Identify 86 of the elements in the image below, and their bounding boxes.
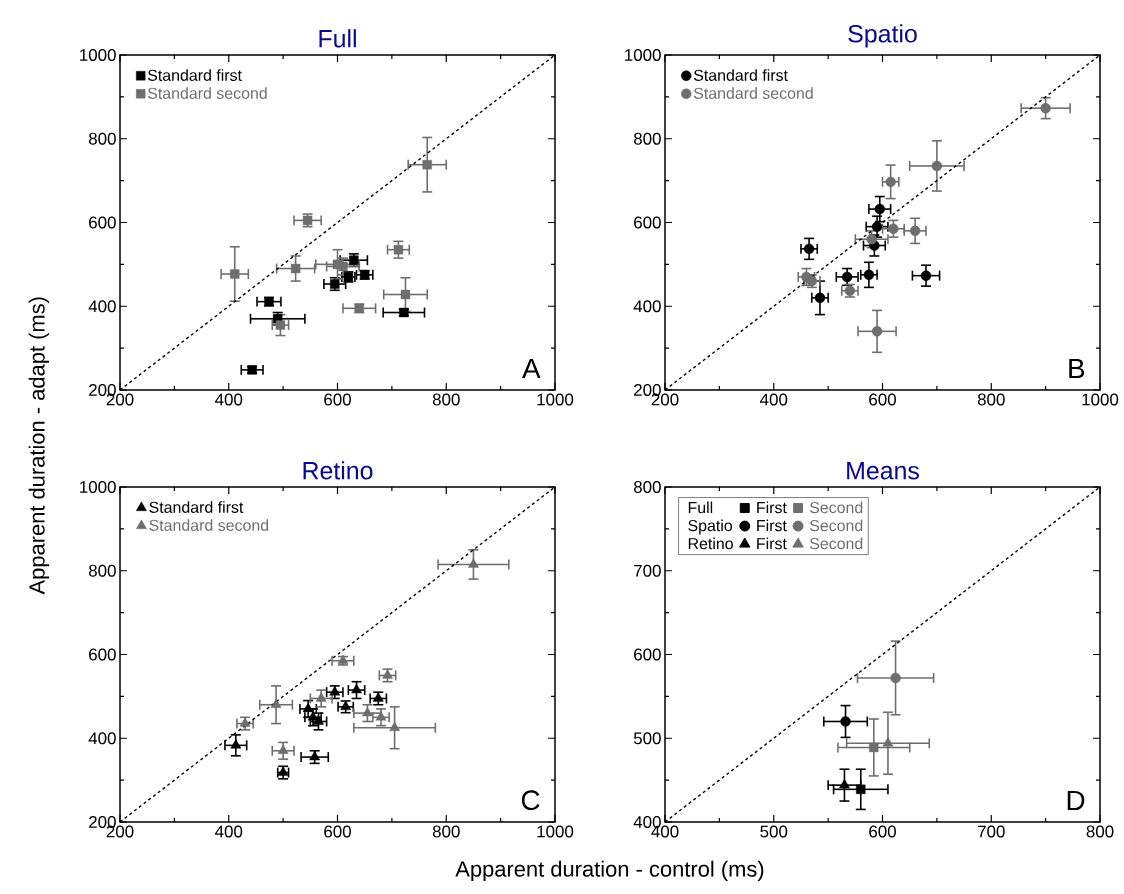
legend-label: Standard second: [147, 87, 267, 99]
legend-label: Standard first: [693, 69, 788, 81]
y-tick-label: 700: [634, 564, 661, 577]
point: [890, 672, 901, 684]
x-tick-label: 400: [215, 393, 243, 406]
point: [393, 245, 404, 255]
point: [270, 698, 282, 708]
point: [885, 176, 896, 188]
y-tick-label: 500: [633, 732, 661, 745]
point: [400, 289, 411, 300]
point: [275, 320, 286, 330]
point: [422, 160, 432, 170]
legend-label: First: [757, 537, 787, 550]
point: [856, 784, 866, 794]
point: [866, 234, 877, 245]
annotation: Retino: [688, 537, 733, 550]
y-tick-label: 800: [633, 480, 661, 493]
annotation: A: [522, 358, 541, 379]
x-tick-label: 800: [977, 393, 1005, 406]
y-axis-title: Apparent duration - adapt (ms): [28, 297, 50, 595]
annotation: C: [521, 790, 540, 811]
y-tick-label: 800: [88, 564, 116, 577]
x-tick-label: 500: [760, 825, 788, 838]
x-tick-label: 1000: [537, 393, 574, 406]
legend-label: First: [757, 501, 787, 514]
point: [389, 721, 400, 731]
chart-title: Retino: [303, 461, 373, 480]
legend-label: Second: [809, 537, 863, 550]
point: [329, 685, 341, 696]
x-tick-label: 700: [978, 825, 1005, 838]
y-tick-label: 400: [88, 732, 116, 745]
legend-label: Standard first: [149, 501, 244, 513]
point: [239, 717, 251, 727]
point: [382, 669, 393, 679]
legend-label: Standard first: [147, 69, 242, 81]
point: [290, 263, 301, 274]
legend-label: Standard second: [149, 519, 269, 531]
point: [871, 326, 883, 337]
point: [840, 716, 851, 727]
y-tick-label: 600: [634, 648, 661, 661]
x-tick-label: 800: [1086, 825, 1114, 838]
x-tick-label: 600: [869, 825, 896, 838]
x-tick-label: 600: [869, 393, 896, 406]
point: [909, 225, 921, 237]
y-tick-label: 1000: [80, 48, 116, 61]
point: [920, 270, 932, 281]
annotation: B: [1069, 358, 1085, 379]
point: [338, 261, 348, 272]
point: [931, 160, 943, 172]
point: [874, 203, 885, 215]
annotation: D: [1067, 790, 1085, 811]
y-tick-label: 1000: [625, 48, 661, 61]
y-tick-label: 600: [89, 648, 116, 661]
point: [1040, 102, 1051, 114]
annotation: Full: [688, 501, 713, 514]
point: [869, 742, 879, 753]
chart-title: Means: [847, 462, 919, 480]
y-tick-label: 600: [89, 216, 116, 229]
x-tick-label: 400: [760, 393, 788, 406]
y-tick-label: 1000: [80, 480, 116, 493]
point: [230, 739, 242, 749]
x-tick-label: 1000: [1082, 393, 1119, 406]
x-axis-title: Apparent duration - control (ms): [455, 860, 764, 882]
point: [372, 692, 384, 702]
point: [839, 778, 850, 789]
y-tick-label: 800: [633, 132, 661, 145]
y-tick-label: 400: [88, 300, 116, 313]
x-tick-label: 400: [215, 825, 243, 838]
chart-title: Full: [319, 29, 356, 48]
legend-label: Second: [809, 519, 863, 532]
legend-label: First: [757, 519, 787, 532]
y-tick-label: 400: [633, 300, 661, 313]
y-tick-label: 600: [634, 216, 661, 229]
y-tick-label: 800: [88, 132, 116, 145]
x-tick-label: 600: [324, 393, 351, 406]
chart-title: Spatio: [848, 24, 917, 48]
legend-label: Standard second: [693, 87, 813, 99]
point: [468, 558, 479, 568]
x-tick-label: 800: [432, 393, 460, 406]
annotation: Spatio: [688, 519, 733, 535]
point: [230, 269, 240, 279]
point: [882, 737, 894, 747]
x-tick-label: 800: [432, 825, 460, 838]
legend-label: Second: [809, 501, 863, 514]
x-tick-label: 1000: [537, 825, 574, 838]
x-tick-label: 600: [324, 825, 351, 838]
